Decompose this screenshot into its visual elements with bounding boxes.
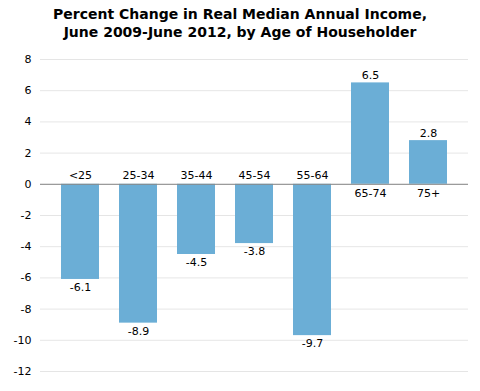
svg-text:4: 4 — [25, 115, 32, 128]
svg-text:-12: -12 — [14, 365, 32, 378]
svg-text:35-44: 35-44 — [181, 169, 213, 182]
html-text:Percent Change in Real Median: Percent Change in Real Median Annual Inc… — [53, 6, 427, 40]
svg-text:6: 6 — [25, 84, 32, 97]
svg-text:-4.5: -4.5 — [186, 256, 207, 269]
svg-text:65-74: 65-74 — [355, 187, 387, 200]
svg-text:6.5: 6.5 — [362, 69, 380, 82]
svg-text:2: 2 — [25, 147, 32, 160]
svg-text:-8.9: -8.9 — [128, 325, 149, 338]
svg-text:8: 8 — [25, 53, 32, 66]
svg-text:-3.8: -3.8 — [244, 245, 265, 258]
svg-text:-8: -8 — [21, 303, 32, 316]
svg-text:0: 0 — [25, 178, 32, 191]
svg-text:75+: 75+ — [417, 187, 440, 200]
svg-text:-6: -6 — [21, 271, 32, 284]
svg-text:25-34: 25-34 — [123, 169, 155, 182]
svg-text:-6.1: -6.1 — [70, 281, 91, 294]
svg-text:-2: -2 — [21, 209, 32, 222]
svg-text:45-54: 45-54 — [239, 169, 271, 182]
svg-text:2.8: 2.8 — [420, 127, 438, 140]
svg-text:-4: -4 — [21, 240, 32, 253]
svg-text:-10: -10 — [14, 334, 32, 347]
svg-text:-9.7: -9.7 — [302, 337, 323, 350]
svg-text:55-64: 55-64 — [297, 169, 329, 182]
svg-text:<25: <25 — [69, 169, 92, 182]
